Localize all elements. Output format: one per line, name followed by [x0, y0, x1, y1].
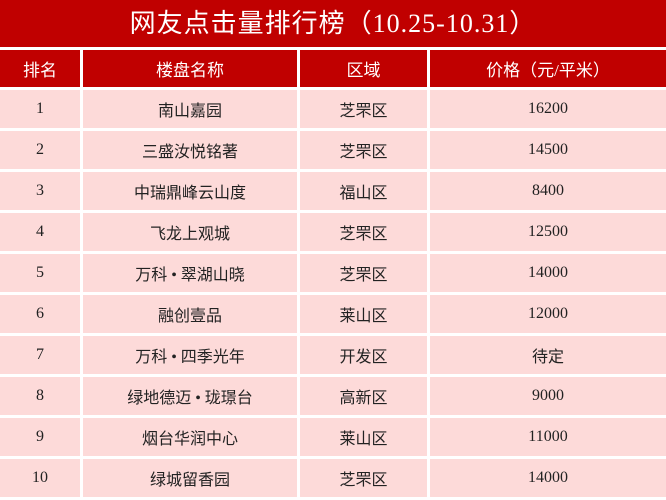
- district-cell: 芝罘区: [300, 254, 427, 292]
- table-row: 6 融创壹品 莱山区 12000: [0, 295, 666, 333]
- district-cell: 开发区: [300, 336, 427, 374]
- price-cell: 9000: [430, 377, 666, 415]
- price-cell: 12500: [430, 213, 666, 251]
- rank-cell: 10: [0, 459, 80, 497]
- name-cell: 中瑞鼎峰云山度: [83, 172, 297, 210]
- header-rank: 排名: [0, 50, 80, 87]
- name-cell: 万科 • 四季光年: [83, 336, 297, 374]
- district-cell: 芝罘区: [300, 213, 427, 251]
- price-cell: 8400: [430, 172, 666, 210]
- rank-cell: 2: [0, 131, 80, 169]
- district-cell: 高新区: [300, 377, 427, 415]
- ranking-table: 排名 楼盘名称 区域 价格（元/平米） 1 南山嘉园 芝罘区 16200 2 三盛汝悦铭著…: [0, 47, 666, 500]
- header-name: 楼盘名称: [83, 50, 297, 87]
- price-cell: 14500: [430, 131, 666, 169]
- name-cell: 融创壹品: [83, 295, 297, 333]
- name-cell: 烟台华润中心: [83, 418, 297, 456]
- table-row: 8 绿地德迈 • 珑璟台 高新区 9000: [0, 377, 666, 415]
- table-row: 7 万科 • 四季光年 开发区 待定: [0, 336, 666, 374]
- rank-cell: 5: [0, 254, 80, 292]
- price-cell: 11000: [430, 418, 666, 456]
- page-title: 网友点击量排行榜（10.25-10.31）: [0, 0, 666, 47]
- table-row: 1 南山嘉园 芝罘区 16200: [0, 90, 666, 128]
- rank-cell: 8: [0, 377, 80, 415]
- name-cell: 飞龙上观城: [83, 213, 297, 251]
- district-cell: 莱山区: [300, 418, 427, 456]
- district-cell: 芝罘区: [300, 459, 427, 497]
- table-row: 2 三盛汝悦铭著 芝罘区 14500: [0, 131, 666, 169]
- header-price: 价格（元/平米）: [430, 50, 666, 87]
- name-cell: 南山嘉园: [83, 90, 297, 128]
- table-row: 9 烟台华润中心 莱山区 11000: [0, 418, 666, 456]
- price-cell: 16200: [430, 90, 666, 128]
- rank-cell: 3: [0, 172, 80, 210]
- district-cell: 福山区: [300, 172, 427, 210]
- table-row: 10 绿城留香园 芝罘区 14000: [0, 459, 666, 497]
- rank-cell: 7: [0, 336, 80, 374]
- header-district: 区域: [300, 50, 427, 87]
- table-row: 3 中瑞鼎峰云山度 福山区 8400: [0, 172, 666, 210]
- rank-cell: 6: [0, 295, 80, 333]
- rank-cell: 4: [0, 213, 80, 251]
- price-cell: 待定: [430, 336, 666, 374]
- rank-cell: 1: [0, 90, 80, 128]
- district-cell: 芝罘区: [300, 90, 427, 128]
- district-cell: 芝罘区: [300, 131, 427, 169]
- rank-cell: 9: [0, 418, 80, 456]
- table-row: 4 飞龙上观城 芝罘区 12500: [0, 213, 666, 251]
- name-cell: 万科 • 翠湖山晓: [83, 254, 297, 292]
- price-cell: 14000: [430, 459, 666, 497]
- name-cell: 绿地德迈 • 珑璟台: [83, 377, 297, 415]
- table-row: 5 万科 • 翠湖山晓 芝罘区 14000: [0, 254, 666, 292]
- name-cell: 三盛汝悦铭著: [83, 131, 297, 169]
- name-cell: 绿城留香园: [83, 459, 297, 497]
- price-cell: 14000: [430, 254, 666, 292]
- price-cell: 12000: [430, 295, 666, 333]
- district-cell: 莱山区: [300, 295, 427, 333]
- table-header-row: 排名 楼盘名称 区域 价格（元/平米）: [0, 50, 666, 87]
